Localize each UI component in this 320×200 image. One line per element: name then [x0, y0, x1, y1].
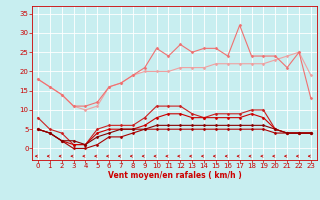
- X-axis label: Vent moyen/en rafales ( km/h ): Vent moyen/en rafales ( km/h ): [108, 171, 241, 180]
